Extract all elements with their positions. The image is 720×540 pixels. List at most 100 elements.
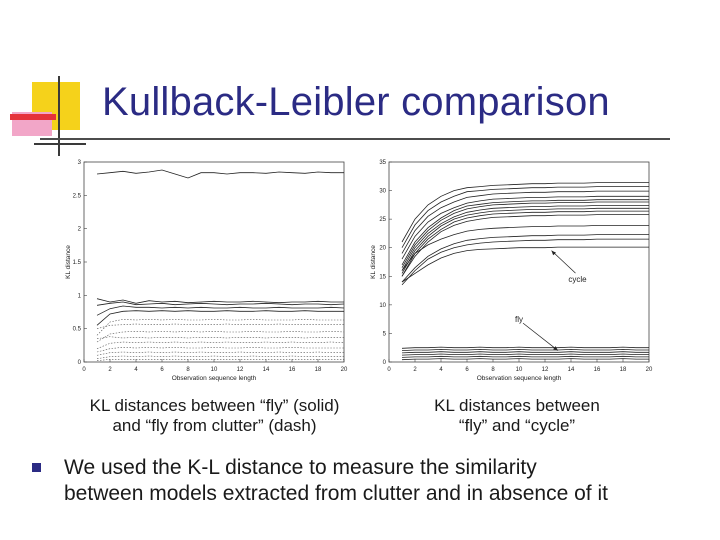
- x-tick-label: 8: [186, 367, 190, 373]
- slide-logo: [10, 76, 86, 156]
- x-tick-label: 4: [439, 367, 443, 373]
- y-tick-label: 0: [78, 360, 82, 366]
- x-tick-label: 16: [289, 367, 296, 373]
- x-tick-label: 8: [491, 367, 495, 373]
- x-tick-label: 2: [108, 367, 112, 373]
- series-line-15: [401, 346, 649, 349]
- y-tick-label: 1: [78, 293, 82, 299]
- annotation-cycle: cycle: [568, 275, 587, 284]
- annotation-arrow: [522, 322, 559, 351]
- series-line-1: [96, 169, 344, 179]
- x-tick-label: 18: [315, 367, 322, 373]
- series-line-5: [401, 199, 649, 266]
- series-line-11: [96, 346, 344, 353]
- caption-right-line1: KL distances between: [434, 396, 600, 415]
- series-line-17: [401, 351, 649, 354]
- annotation-arrowhead: [551, 250, 557, 256]
- caption-left-line2: and “fly from clutter” (dash): [112, 416, 317, 435]
- series-line-12: [96, 351, 344, 356]
- bullet-line-1: We used the K-L distance to measure the …: [64, 456, 537, 479]
- series-line-4: [96, 305, 345, 316]
- y-tick-label: 25: [379, 217, 386, 223]
- x-tick-label: 4: [134, 367, 138, 373]
- x-tick-label: 6: [465, 367, 469, 373]
- series-line-16: [401, 348, 649, 351]
- series-line-10: [401, 214, 649, 277]
- x-tick-label: 0: [82, 367, 86, 373]
- x-tick-label: 10: [516, 367, 523, 373]
- y-tick-label: 35: [379, 160, 386, 166]
- caption-right-line2: “fly” and “cycle”: [458, 416, 576, 435]
- series-line-2: [401, 186, 649, 248]
- series-line-4: [401, 195, 649, 260]
- caption-right: KL distances between “fly” and “cycle”: [408, 396, 626, 436]
- chart-fly-vs-cycle: 0 2 4 6 8 10 12 14 16 18 20 0 5 10 15 20 25 30 35 Observati…: [370, 160, 653, 382]
- series-line-13: [96, 355, 344, 359]
- y-tick-label: 3: [78, 160, 82, 166]
- y-axis-label: KL distance: [370, 245, 377, 279]
- y-tick-label: 10: [379, 303, 386, 309]
- y-tick-label: 15: [379, 274, 386, 280]
- series-line-5: [96, 310, 344, 326]
- y-tick-label: 2.5: [73, 193, 82, 199]
- x-tick-label: 20: [646, 367, 653, 373]
- caption-left: KL distances between “fly” (solid) and “…: [62, 396, 367, 436]
- series-line-2: [96, 298, 344, 304]
- series-line-8: [401, 207, 649, 274]
- series-line-6: [401, 201, 649, 268]
- series-line-12: [401, 234, 649, 283]
- series-line-7: [401, 205, 649, 271]
- x-axis-label: Observation sequence length: [477, 375, 562, 382]
- y-tick-label: 5: [383, 331, 387, 337]
- series-line-14: [96, 359, 344, 361]
- x-tick-label: 14: [568, 367, 575, 373]
- series-line-18: [401, 353, 649, 356]
- x-tick-label: 0: [387, 367, 391, 373]
- bullet-square-icon: [32, 463, 41, 472]
- caption-left-line1: KL distances between “fly” (solid): [89, 396, 340, 415]
- x-tick-label: 20: [341, 367, 348, 373]
- y-tick-label: 0.5: [73, 327, 82, 333]
- y-tick-label: 2: [78, 227, 82, 233]
- y-tick-label: 30: [379, 189, 386, 195]
- annotation-arrowhead: [553, 346, 558, 351]
- x-tick-label: 6: [160, 367, 164, 373]
- series-line-9: [96, 336, 344, 339]
- logo-red-bar: [10, 114, 56, 120]
- series-line-3: [401, 190, 649, 254]
- series-line-3: [96, 301, 345, 306]
- series-line-9: [401, 210, 649, 277]
- plot-frame: [388, 161, 650, 363]
- annotation-arrow: [551, 250, 576, 274]
- x-tick-label: 18: [620, 367, 627, 373]
- series-line-7: [96, 323, 344, 329]
- x-tick-label: 12: [542, 367, 549, 373]
- annotation-fly: fly: [515, 315, 523, 324]
- bullet-text: We used the K-L distance to measure the …: [64, 455, 714, 507]
- series-line-6: [96, 318, 344, 336]
- logo-horizontal-line: [34, 143, 86, 145]
- x-tick-label: 16: [594, 367, 601, 373]
- logo-vertical-line: [58, 76, 60, 156]
- y-tick-label: 1.5: [73, 260, 82, 266]
- series-line-1: [401, 182, 649, 243]
- slide-title: Kullback-Leibler comparison: [102, 80, 610, 124]
- series-line-11: [401, 225, 649, 271]
- y-axis-label: KL distance: [65, 245, 72, 279]
- series-line-10: [96, 341, 345, 349]
- series-line-8: [96, 330, 345, 343]
- chart-fly-vs-clutter: 0 2 4 6 8 10 12 14 16 18 20 0 0.5 1 1.5 2 2.5 3 Observatio…: [65, 160, 348, 382]
- y-tick-label: 0: [383, 360, 387, 366]
- series-line-14: [401, 246, 649, 283]
- x-tick-label: 12: [237, 367, 244, 373]
- series-line-19: [401, 355, 649, 358]
- title-divider: [40, 138, 670, 140]
- series-line-13: [401, 238, 649, 286]
- y-tick-label: 20: [379, 246, 386, 252]
- bullet-line-2: between models extracted from clutter an…: [64, 482, 608, 505]
- x-axis-label: Observation sequence length: [172, 375, 257, 382]
- x-tick-label: 14: [263, 367, 270, 373]
- x-tick-label: 10: [211, 367, 218, 373]
- x-tick-label: 2: [413, 367, 417, 373]
- series-line-20: [401, 358, 649, 361]
